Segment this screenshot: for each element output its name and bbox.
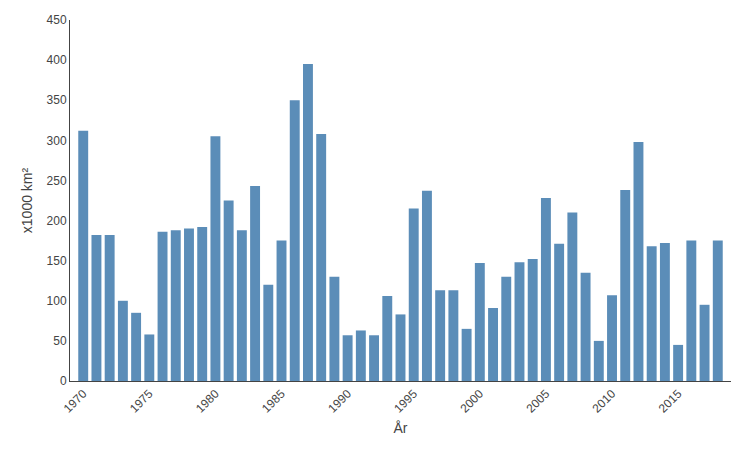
svg-text:1980: 1980 <box>193 387 222 416</box>
svg-text:0: 0 <box>60 374 67 388</box>
svg-text:350: 350 <box>47 93 67 107</box>
svg-text:300: 300 <box>47 134 67 148</box>
svg-text:1995: 1995 <box>391 387 420 416</box>
svg-text:450: 450 <box>47 13 67 27</box>
svg-text:1975: 1975 <box>127 387 156 416</box>
svg-text:1990: 1990 <box>325 387 354 416</box>
svg-text:2005: 2005 <box>524 387 553 416</box>
svg-text:1985: 1985 <box>259 387 288 416</box>
svg-text:x1000 km²: x1000 km² <box>19 167 35 233</box>
svg-text:2015: 2015 <box>656 387 685 416</box>
svg-text:200: 200 <box>47 214 67 228</box>
svg-text:År: År <box>394 420 408 436</box>
svg-text:2010: 2010 <box>590 387 619 416</box>
svg-text:1970: 1970 <box>61 387 90 416</box>
svg-text:50: 50 <box>53 334 67 348</box>
svg-text:2000: 2000 <box>457 387 486 416</box>
svg-text:150: 150 <box>47 254 67 268</box>
svg-text:250: 250 <box>47 174 67 188</box>
svg-text:100: 100 <box>47 294 67 308</box>
svg-text:400: 400 <box>47 53 67 67</box>
